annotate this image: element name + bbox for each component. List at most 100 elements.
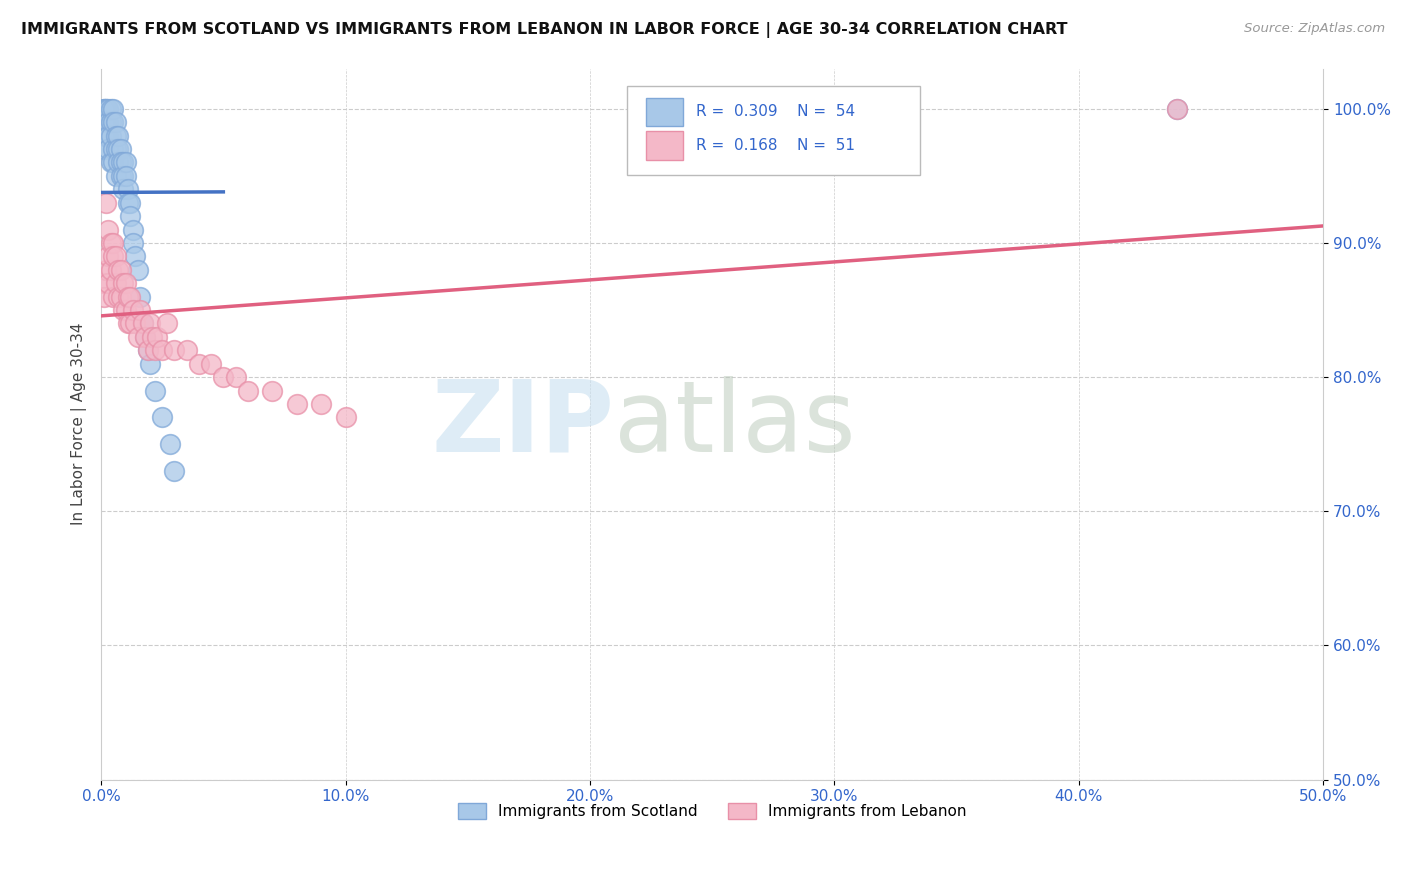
Point: [159, 437, 181, 451]
Point: [104, 169, 127, 183]
Point: [122, 235, 145, 250]
Point: [156, 317, 179, 331]
Point: [104, 276, 127, 290]
Point: [97, 128, 120, 143]
Point: [200, 357, 222, 371]
Text: IMMIGRANTS FROM SCOTLAND VS IMMIGRANTS FROM LEBANON IN LABOR FORCE | AGE 30-34 C: IMMIGRANTS FROM SCOTLAND VS IMMIGRANTS F…: [21, 22, 1067, 38]
Point: [103, 102, 125, 116]
Point: [262, 384, 284, 398]
Text: R =  0.168    N =  51: R = 0.168 N = 51: [696, 138, 855, 153]
Point: [1166, 102, 1188, 116]
Point: [120, 195, 142, 210]
Point: [163, 464, 186, 478]
Point: [107, 290, 129, 304]
Point: [187, 357, 209, 371]
Point: [93, 102, 115, 116]
Point: [100, 115, 122, 129]
Point: [103, 115, 125, 129]
Point: [103, 155, 125, 169]
Point: [124, 317, 146, 331]
Point: [225, 370, 247, 384]
Legend: Immigrants from Scotland, Immigrants from Lebanon: Immigrants from Scotland, Immigrants fro…: [453, 797, 973, 825]
Point: [146, 330, 169, 344]
Point: [93, 276, 115, 290]
Point: [107, 128, 129, 143]
Point: [117, 317, 139, 331]
Point: [124, 249, 146, 263]
Point: [107, 142, 129, 156]
Point: [139, 317, 162, 331]
Point: [93, 102, 115, 116]
Text: atlas: atlas: [614, 376, 856, 473]
Point: [120, 290, 142, 304]
Point: [94, 128, 117, 143]
Point: [100, 262, 122, 277]
Point: [114, 169, 136, 183]
Point: [100, 102, 122, 116]
Point: [104, 128, 127, 143]
Point: [93, 290, 115, 304]
Point: [93, 142, 115, 156]
Point: [117, 195, 139, 210]
Point: [136, 343, 159, 358]
Point: [110, 262, 132, 277]
Point: [143, 384, 166, 398]
Point: [335, 410, 357, 425]
Point: [120, 209, 142, 223]
Point: [129, 303, 152, 318]
Point: [122, 222, 145, 236]
Point: [117, 290, 139, 304]
Point: [112, 155, 135, 169]
Point: [100, 128, 122, 143]
Point: [93, 128, 115, 143]
Point: [107, 262, 129, 277]
Point: [114, 276, 136, 290]
Point: [103, 249, 125, 263]
Point: [103, 235, 125, 250]
Point: [117, 182, 139, 196]
Point: [112, 182, 135, 196]
Point: [94, 195, 117, 210]
Point: [104, 249, 127, 263]
Point: [212, 370, 235, 384]
Point: [134, 330, 156, 344]
Point: [112, 303, 135, 318]
Point: [93, 115, 115, 129]
FancyBboxPatch shape: [627, 87, 920, 175]
Point: [129, 290, 152, 304]
Point: [134, 330, 156, 344]
Point: [127, 330, 149, 344]
Point: [285, 397, 308, 411]
Point: [112, 276, 135, 290]
Point: [110, 142, 132, 156]
Point: [104, 115, 127, 129]
FancyBboxPatch shape: [647, 131, 683, 160]
Text: R =  0.309    N =  54: R = 0.309 N = 54: [696, 104, 855, 120]
Point: [120, 317, 142, 331]
Point: [94, 102, 117, 116]
Point: [94, 262, 117, 277]
Point: [110, 169, 132, 183]
Text: Source: ZipAtlas.com: Source: ZipAtlas.com: [1244, 22, 1385, 36]
Point: [309, 397, 332, 411]
FancyBboxPatch shape: [647, 98, 683, 126]
Point: [143, 343, 166, 358]
Point: [176, 343, 198, 358]
Point: [163, 343, 186, 358]
Point: [97, 249, 120, 263]
Point: [139, 357, 162, 371]
Point: [136, 343, 159, 358]
Point: [1166, 102, 1188, 116]
Point: [131, 317, 153, 331]
Point: [97, 102, 120, 116]
Point: [131, 317, 153, 331]
Point: [150, 410, 173, 425]
Point: [114, 303, 136, 318]
Point: [150, 343, 173, 358]
Point: [122, 303, 145, 318]
Point: [236, 384, 259, 398]
Point: [141, 330, 163, 344]
Point: [97, 142, 120, 156]
Point: [112, 169, 135, 183]
Point: [97, 115, 120, 129]
